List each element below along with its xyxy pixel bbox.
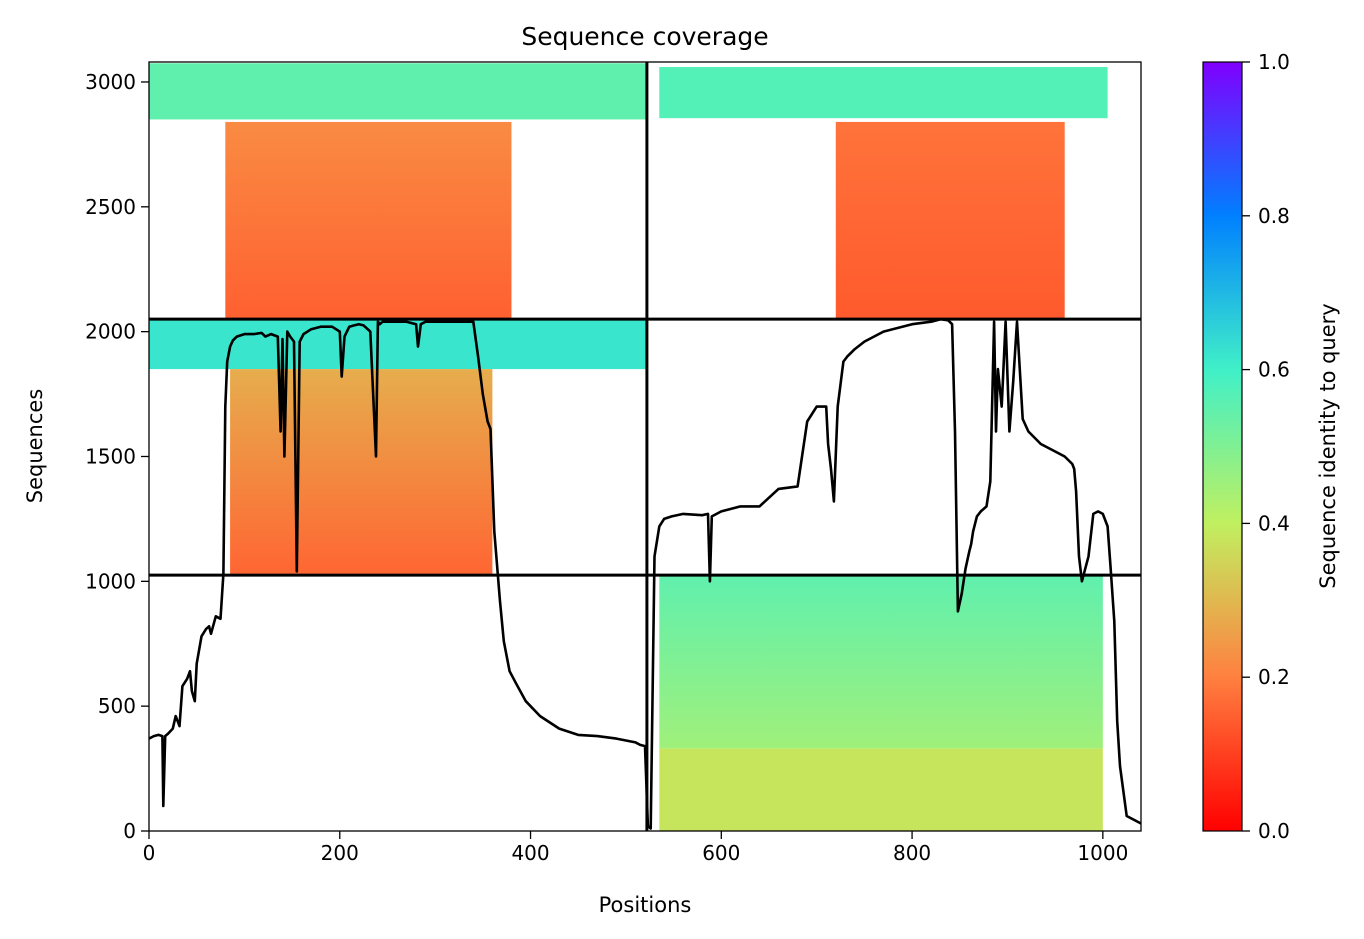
msa-block-bottom — [659, 575, 1103, 749]
y-tick-label: 1500 — [85, 444, 136, 468]
colorbar-label: Sequence identity to query — [1316, 303, 1340, 588]
msa-block-middle — [149, 320, 647, 370]
chart-title: Sequence coverage — [521, 22, 768, 51]
y-axis: 0 500 1000 1500 2000 2500 3000 — [85, 70, 149, 843]
coverage-line — [148, 317, 1142, 830]
x-tick-label: 600 — [702, 841, 740, 865]
colorbar-tick-label: 0.2 — [1258, 665, 1290, 689]
msa-block-top — [835, 121, 1065, 320]
y-axis-label: Sequences — [23, 389, 47, 504]
y-tick-label: 0 — [123, 819, 136, 843]
colorbar-tick-label: 1.0 — [1258, 50, 1290, 74]
colorbar-tick-label: 0.6 — [1258, 358, 1290, 382]
colorbar-axis: 0.0 0.2 0.4 0.6 0.8 1.0 — [1242, 50, 1290, 843]
x-tick-label: 0 — [143, 841, 156, 865]
y-tick-label: 3000 — [85, 70, 136, 94]
divider-lines-layer — [149, 62, 1141, 831]
y-tick-label: 500 — [98, 694, 136, 718]
plot-frame — [148, 61, 1142, 832]
colorbar — [1202, 61, 1243, 832]
x-axis-label: Positions — [599, 893, 692, 917]
coverage-line-layer — [148, 317, 1142, 830]
x-axis: 0 200 400 600 800 1000 — [143, 831, 1128, 865]
colorbar-tick-label: 0.0 — [1258, 819, 1290, 843]
x-tick-label: 400 — [511, 841, 549, 865]
x-tick-label: 800 — [893, 841, 931, 865]
x-tick-label: 200 — [321, 841, 359, 865]
x-tick-label: 1000 — [1077, 841, 1128, 865]
msa-block-top — [225, 121, 512, 320]
colorbar-tick-label: 0.4 — [1258, 511, 1290, 535]
y-tick-label: 2000 — [85, 320, 136, 344]
msa-block-bottom — [659, 748, 1103, 831]
msa-block-middle — [230, 369, 493, 574]
msa-block-top — [659, 66, 1108, 119]
colorbar-tick-label: 0.8 — [1258, 204, 1290, 228]
msa-block-top — [149, 63, 647, 120]
y-tick-label: 1000 — [85, 569, 136, 593]
msa-blocks-layer — [149, 63, 1108, 831]
y-tick-label: 2500 — [85, 195, 136, 219]
